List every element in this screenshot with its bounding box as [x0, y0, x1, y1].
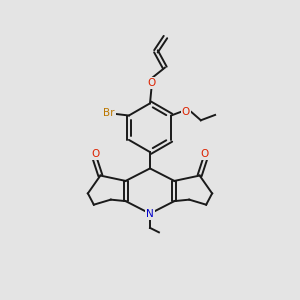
- Text: O: O: [200, 149, 208, 159]
- Text: O: O: [92, 149, 100, 159]
- Text: N: N: [146, 208, 154, 219]
- Text: O: O: [147, 78, 156, 88]
- Text: Br: Br: [103, 108, 115, 118]
- Text: O: O: [182, 107, 190, 117]
